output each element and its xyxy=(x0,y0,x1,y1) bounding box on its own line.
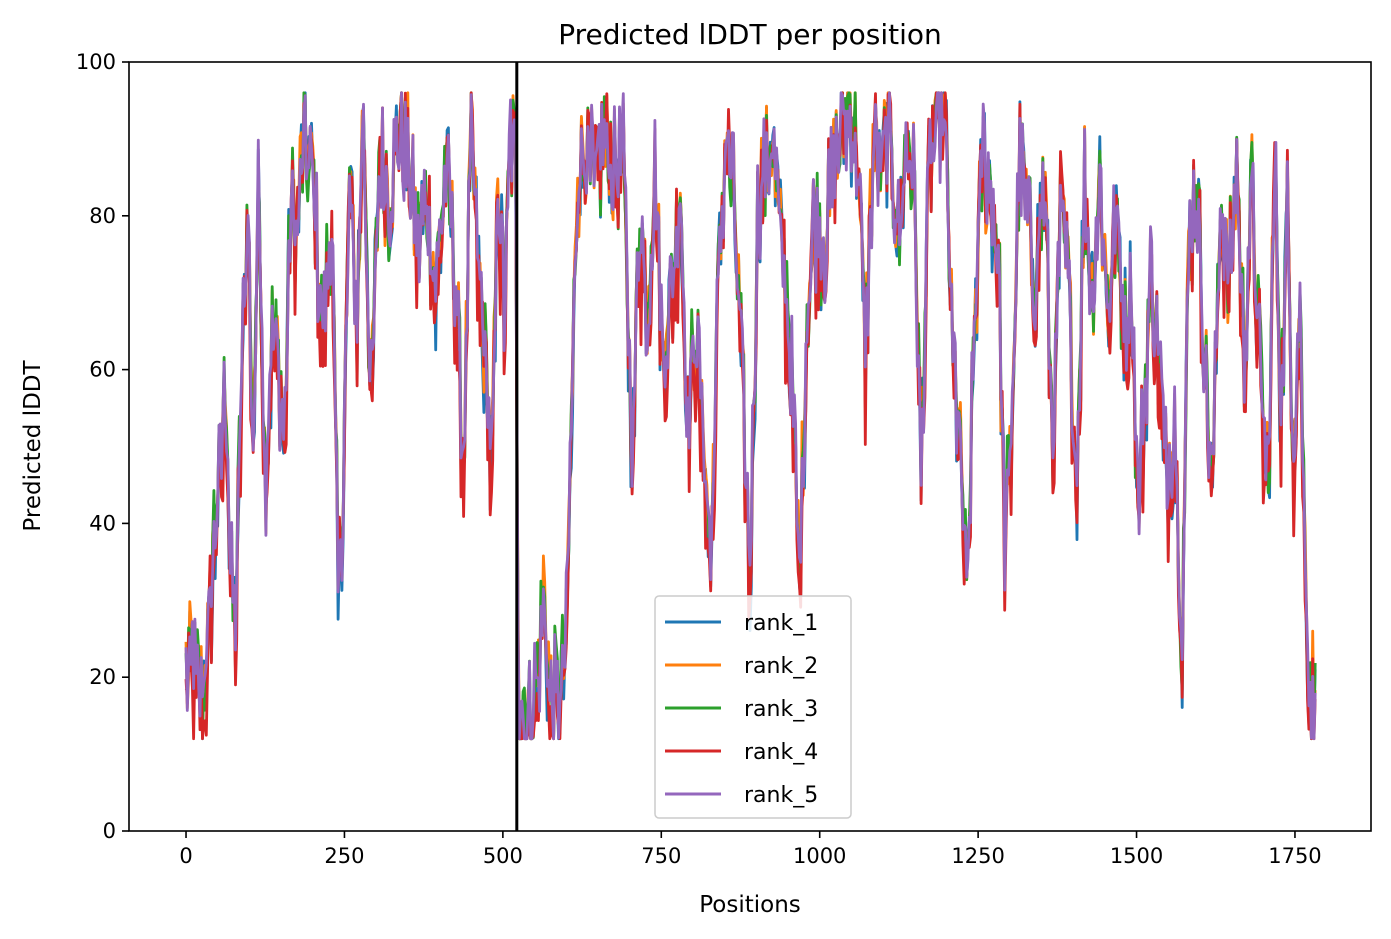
legend: rank_1 rank_2 rank_3 rank_4 rank_5 xyxy=(654,595,852,819)
x-tick-label: 1500 xyxy=(1110,844,1163,868)
x-axis: 0 250 500 750 1000 1250 1500 1750 xyxy=(179,831,1322,868)
legend-label-rank_5: rank_5 xyxy=(744,783,818,808)
chart-title: Predicted lDDT per position xyxy=(558,18,942,51)
plot-area xyxy=(128,61,1372,832)
x-axis-label: Positions xyxy=(699,892,801,918)
x-tick-label: 500 xyxy=(483,844,523,868)
x-tick-label: 0 xyxy=(179,844,192,868)
x-tick-label: 1000 xyxy=(793,844,846,868)
x-tick-label: 1750 xyxy=(1268,844,1321,868)
x-tick-label: 750 xyxy=(641,844,681,868)
y-tick-label: 40 xyxy=(89,511,116,535)
x-tick-label: 1250 xyxy=(951,844,1004,868)
y-tick-label: 20 xyxy=(89,665,116,689)
y-axis: 0 20 40 60 80 100 xyxy=(76,50,129,843)
series-line-rank_5 xyxy=(184,91,1317,741)
legend-label-rank_4: rank_4 xyxy=(744,740,818,765)
y-tick-label: 60 xyxy=(89,358,116,382)
y-tick-label: 0 xyxy=(103,819,116,843)
legend-label-rank_2: rank_2 xyxy=(744,654,818,679)
y-tick-label: 80 xyxy=(89,204,116,228)
y-tick-label: 100 xyxy=(76,50,116,74)
legend-box xyxy=(654,595,852,819)
legend-label-rank_1: rank_1 xyxy=(744,611,818,636)
y-axis-label: Predicted lDDT xyxy=(20,359,46,531)
plot-frame xyxy=(128,61,1372,832)
legend-label-rank_3: rank_3 xyxy=(744,697,818,722)
x-tick-label: 250 xyxy=(324,844,364,868)
series-group xyxy=(184,91,1317,741)
